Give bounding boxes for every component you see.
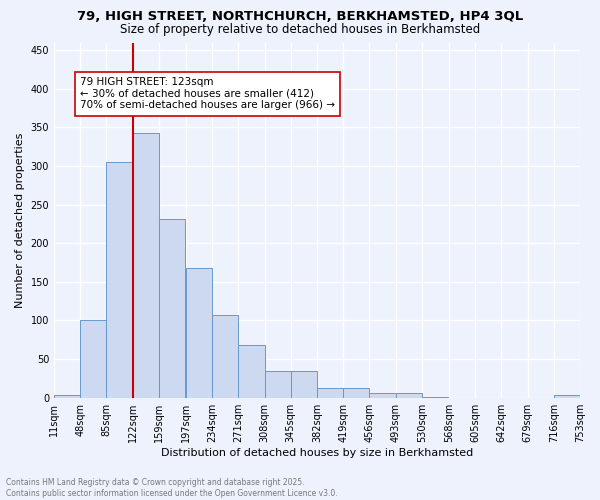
Text: Size of property relative to detached houses in Berkhamsted: Size of property relative to detached ho…: [120, 22, 480, 36]
Bar: [238, 345, 265, 398]
Text: 79 HIGH STREET: 123sqm
← 30% of detached houses are smaller (412)
70% of semi-de: 79 HIGH STREET: 123sqm ← 30% of detached…: [80, 77, 335, 110]
Bar: [396, 393, 422, 398]
Bar: [54, 394, 80, 398]
Bar: [159, 220, 185, 398]
Bar: [106, 162, 133, 398]
Text: Contains HM Land Registry data © Crown copyright and database right 2025.
Contai: Contains HM Land Registry data © Crown c…: [6, 478, 338, 498]
Bar: [317, 388, 343, 398]
Bar: [186, 268, 212, 398]
Text: 79, HIGH STREET, NORTHCHURCH, BERKHAMSTED, HP4 3QL: 79, HIGH STREET, NORTHCHURCH, BERKHAMSTE…: [77, 10, 523, 23]
Bar: [265, 370, 291, 398]
Bar: [370, 393, 396, 398]
Y-axis label: Number of detached properties: Number of detached properties: [15, 132, 25, 308]
Bar: [554, 396, 580, 398]
X-axis label: Distribution of detached houses by size in Berkhamsted: Distribution of detached houses by size …: [161, 448, 473, 458]
Bar: [291, 370, 317, 398]
Bar: [80, 320, 106, 398]
Bar: [212, 315, 238, 398]
Bar: [133, 133, 159, 398]
Bar: [422, 397, 448, 398]
Bar: [343, 388, 370, 398]
